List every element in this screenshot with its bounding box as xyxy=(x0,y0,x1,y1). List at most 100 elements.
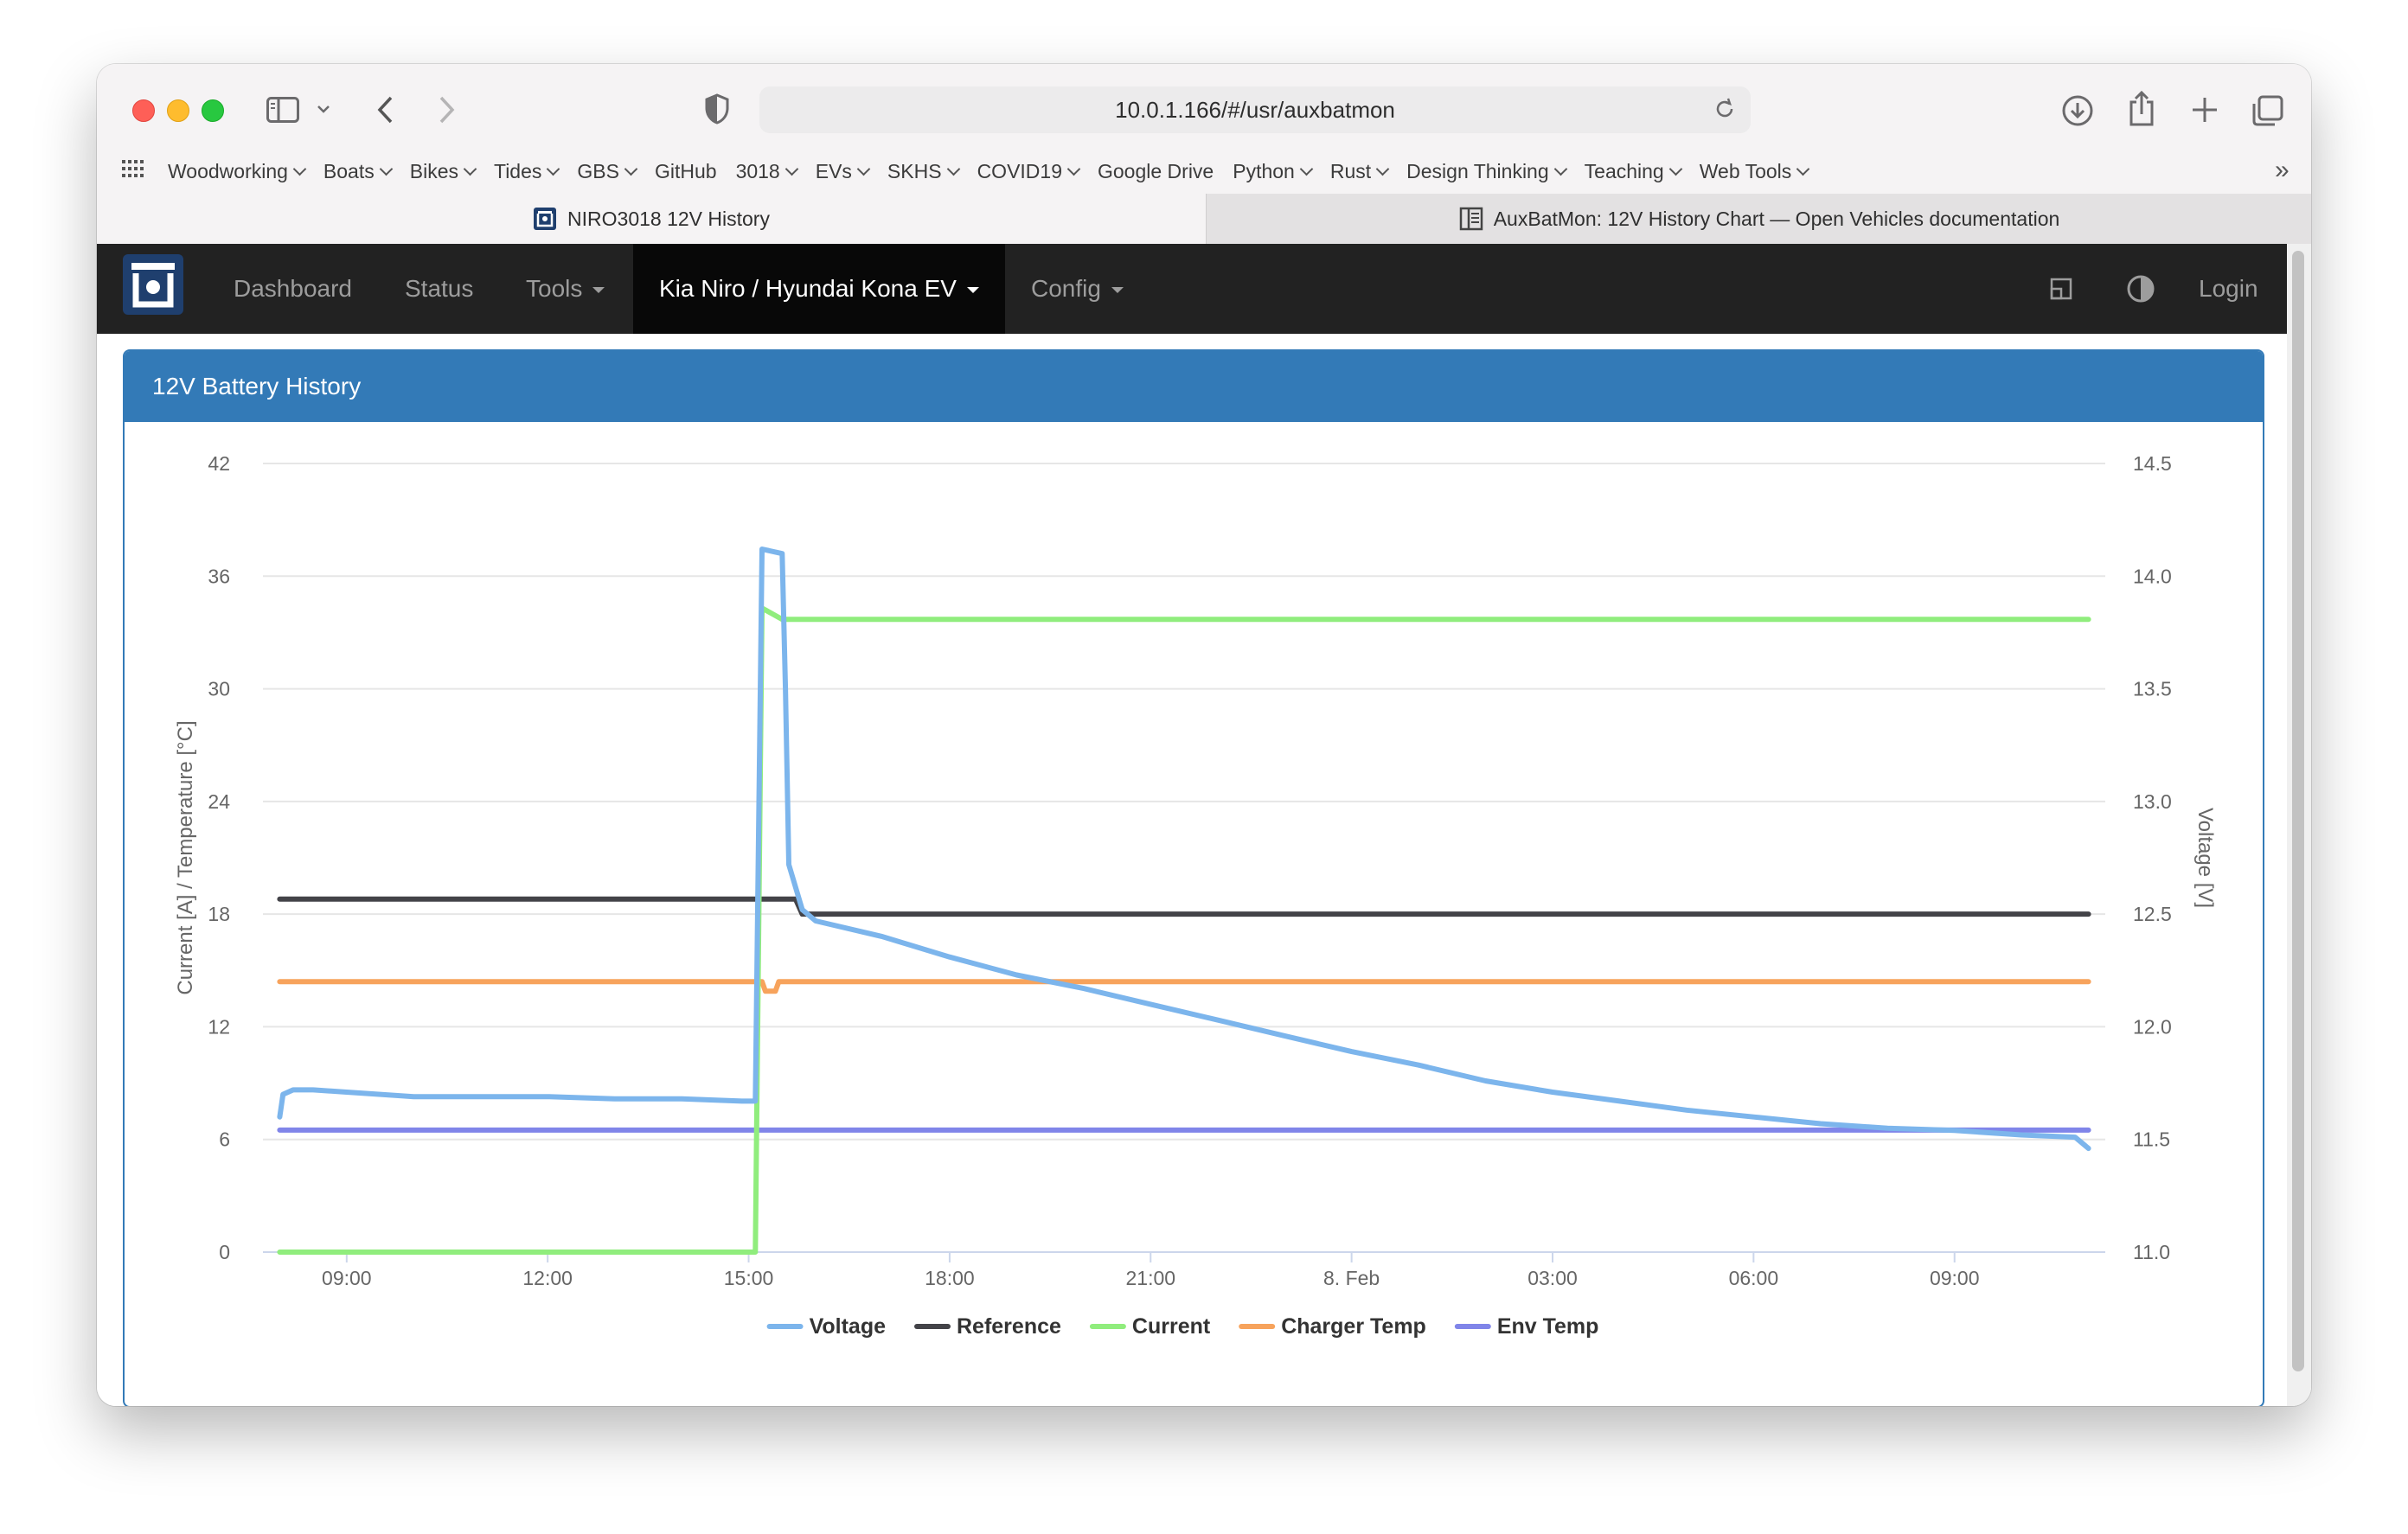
chevron-down-icon xyxy=(1066,162,1081,176)
y-right-tick-label: 11.5 xyxy=(2133,1128,2170,1151)
y-left-tick-label: 18 xyxy=(208,903,230,925)
browser-window: 10.0.1.166/#/usr/auxbatmon xyxy=(97,64,2311,1406)
tab-bar: NIRO3018 12V History AuxBatMon: 12V Hist… xyxy=(97,194,2311,244)
nav-config-dropdown[interactable]: Config xyxy=(1031,244,1124,334)
chevron-down-icon xyxy=(1796,162,1810,176)
bookmark-3018[interactable]: 3018 xyxy=(736,160,799,183)
x-tick-label: 09:00 xyxy=(1930,1267,1980,1289)
chevron-down-icon xyxy=(379,162,394,176)
legend-label-voltage: Voltage xyxy=(810,1314,887,1339)
bookmark-teaching[interactable]: Teaching xyxy=(1585,160,1683,183)
close-window-button[interactable] xyxy=(132,99,155,122)
reload-icon[interactable] xyxy=(1713,97,1737,127)
series-line-current xyxy=(277,605,2091,1255)
caret-down-icon xyxy=(966,287,979,293)
bookmark-google-drive[interactable]: Google Drive xyxy=(1098,159,1214,182)
browser-toolbar: 10.0.1.166/#/usr/auxbatmon xyxy=(97,64,2311,245)
series-line-charger-temp xyxy=(277,979,2091,994)
top-navbar: Dashboard Status Tools Kia Niro / Hyunda… xyxy=(97,244,2287,334)
series-line-voltage xyxy=(277,546,2091,1152)
more-bookmarks-icon[interactable]: » xyxy=(2275,156,2290,184)
bookmark-covid19[interactable]: COVID19 xyxy=(977,160,1081,183)
bookmark-evs[interactable]: EVs xyxy=(816,160,871,183)
bookmark-gbs[interactable]: GBS xyxy=(577,160,638,183)
page-scrollbar-thumb[interactable] xyxy=(2292,251,2304,1371)
page-content: Dashboard Status Tools Kia Niro / Hyunda… xyxy=(97,244,2311,1406)
legend-label-current: Current xyxy=(1132,1314,1211,1339)
tab-overview-icon[interactable] xyxy=(2251,93,2285,128)
x-tick-label: 12:00 xyxy=(522,1267,573,1289)
y-left-axis-label: Current [A] / Temperature [°C] xyxy=(174,720,197,994)
forward-icon[interactable] xyxy=(438,95,457,125)
history-chart: 0 11.0 6 11.5 12 12.0 18 12.5 24 13.0 30 13.5 36 14.0… xyxy=(174,452,2217,1339)
chevron-down-icon xyxy=(624,162,638,176)
panel-title: 12V Battery History xyxy=(152,373,362,399)
y-left-tick-label: 36 xyxy=(208,565,230,587)
theme-contrast-icon[interactable] xyxy=(2126,244,2155,334)
share-icon[interactable] xyxy=(2126,90,2157,128)
chevron-down-icon xyxy=(292,162,307,176)
nav-vehicle-dropdown[interactable]: Kia Niro / Hyundai Kona EV xyxy=(633,244,1005,334)
back-icon[interactable] xyxy=(375,95,394,125)
x-tick-label: 8. Feb xyxy=(1323,1267,1380,1289)
chevron-down-icon xyxy=(1299,162,1314,176)
y-right-tick-label: 13.0 xyxy=(2133,790,2172,813)
address-bar[interactable]: 10.0.1.166/#/usr/auxbatmon xyxy=(759,86,1751,133)
nav-status[interactable]: Status xyxy=(405,275,474,302)
chevron-down-icon xyxy=(946,162,960,176)
privacy-shield-icon[interactable] xyxy=(704,93,730,125)
sidebar-toggle-icon[interactable] xyxy=(266,97,299,123)
legend-label-charger-temp: Charger Temp xyxy=(1281,1314,1426,1339)
y-left-tick-label: 0 xyxy=(219,1241,230,1263)
x-tick-label: 03:00 xyxy=(1527,1267,1578,1289)
window-layout-icon[interactable] xyxy=(2050,244,2072,334)
battery-history-panel: 12V Battery History 0 11.0 6 11.5 12 12.0 18 12… xyxy=(123,349,2264,1406)
url-text: 10.0.1.166/#/usr/auxbatmon xyxy=(1115,96,1395,123)
y-right-tick-label: 12.5 xyxy=(2133,903,2172,925)
tab-auxbatmon-docs[interactable]: AuxBatMon: 12V History Chart — Open Vehi… xyxy=(1206,194,2311,244)
y-right-tick-label: 13.5 xyxy=(2133,678,2172,700)
y-left-tick-label: 24 xyxy=(208,790,230,813)
x-tick-label: 09:00 xyxy=(322,1267,372,1289)
chevron-down-icon xyxy=(1553,162,1567,176)
bookmark-woodworking[interactable]: Woodworking xyxy=(168,160,307,183)
bookmark-bikes[interactable]: Bikes xyxy=(410,160,477,183)
y-left-tick-label: 12 xyxy=(208,1015,230,1038)
bookmark-web-tools[interactable]: Web Tools xyxy=(1700,160,1810,183)
panel-heading: 12V Battery History xyxy=(125,351,2263,422)
nav-dashboard[interactable]: Dashboard xyxy=(234,275,352,302)
chevron-down-icon xyxy=(1375,162,1390,176)
y-left-tick-label: 6 xyxy=(219,1128,230,1151)
new-tab-icon[interactable] xyxy=(2190,95,2219,125)
minimize-window-button[interactable] xyxy=(167,99,189,122)
y-right-axis-label: Voltage [V] xyxy=(2193,808,2217,908)
bookmark-rust[interactable]: Rust xyxy=(1330,160,1390,183)
bookmark-python[interactable]: Python xyxy=(1233,160,1314,183)
chevron-down-icon[interactable] xyxy=(317,104,330,114)
bookmark-boats[interactable]: Boats xyxy=(323,160,394,183)
bookmark-tides[interactable]: Tides xyxy=(494,160,560,183)
ovms-logo[interactable] xyxy=(123,254,183,315)
y-right-tick-label: 11.0 xyxy=(2133,1241,2170,1263)
apps-grid-icon[interactable] xyxy=(121,159,145,183)
caret-down-icon xyxy=(1111,287,1124,293)
caret-down-icon xyxy=(592,287,605,293)
y-right-tick-label: 12.0 xyxy=(2133,1015,2172,1038)
nav-tools-dropdown[interactable]: Tools xyxy=(526,244,605,334)
x-tick-label: 21:00 xyxy=(1125,1267,1175,1289)
ovms-favicon-icon xyxy=(533,207,557,231)
downloads-icon[interactable] xyxy=(2060,93,2095,128)
y-right-tick-label: 14.0 xyxy=(2133,565,2172,587)
chevron-down-icon xyxy=(463,162,477,176)
legend-label-env-temp: Env Temp xyxy=(1497,1314,1599,1339)
bookmark-skhs[interactable]: SKHS xyxy=(887,160,960,183)
legend-label-reference: Reference xyxy=(957,1314,1061,1339)
tab-niro3018-history[interactable]: NIRO3018 12V History xyxy=(97,194,1206,244)
bookmark-github[interactable]: GitHub xyxy=(654,159,717,182)
zoom-window-button[interactable] xyxy=(202,99,224,122)
nav-login[interactable]: Login xyxy=(2199,275,2258,302)
bookmark-design-thinking[interactable]: Design Thinking xyxy=(1406,160,1567,183)
x-tick-label: 15:00 xyxy=(724,1267,774,1289)
chevron-down-icon xyxy=(547,162,560,176)
bookmarks-bar: Woodworking Boats Bikes Tides GBS GitHub… xyxy=(121,154,2266,189)
